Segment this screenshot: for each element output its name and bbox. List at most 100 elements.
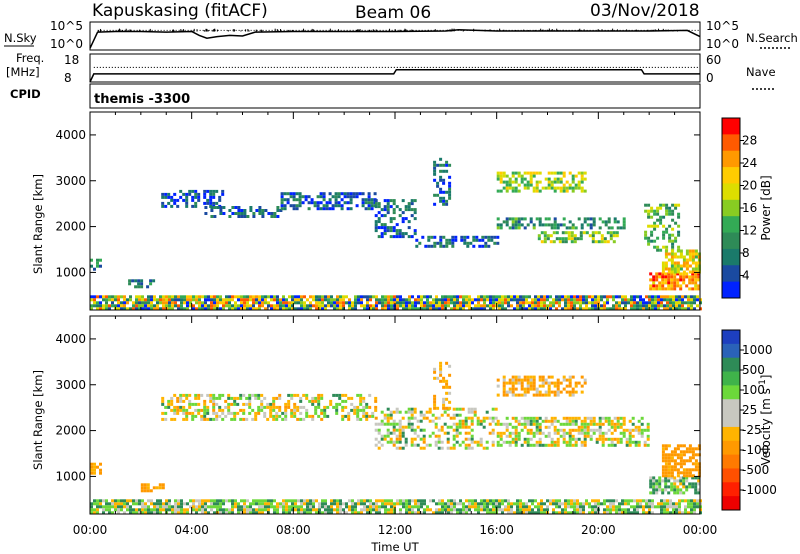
data-cell <box>610 237 613 240</box>
data-cell <box>421 236 424 239</box>
data-cell <box>695 262 698 265</box>
data-cell <box>689 271 692 274</box>
data-cell <box>186 298 189 301</box>
data-cell <box>245 403 248 406</box>
data-cell <box>624 304 627 307</box>
data-cell <box>659 204 662 207</box>
data-cell <box>500 223 503 226</box>
data-cell <box>176 205 179 208</box>
data-cell <box>689 447 692 450</box>
data-cell <box>610 231 613 234</box>
data-cell <box>578 172 581 175</box>
data-cell <box>689 259 692 262</box>
data-cell <box>441 447 444 450</box>
data-cell <box>695 453 698 456</box>
data-cell <box>287 192 290 195</box>
data-cell <box>683 462 686 465</box>
data-cell <box>363 295 366 298</box>
data-cell <box>179 400 182 403</box>
data-cell <box>616 231 619 234</box>
data-cell <box>237 212 240 215</box>
data-cell <box>560 181 563 184</box>
data-cell <box>363 508 366 511</box>
data-cell <box>606 505 609 508</box>
data-cell <box>186 295 189 298</box>
data-cell <box>96 259 99 262</box>
data-cell <box>498 505 501 508</box>
data-cell <box>360 304 363 307</box>
data-cell <box>405 499 408 502</box>
data-cell <box>536 388 539 391</box>
data-cell <box>439 365 442 368</box>
data-cell <box>489 298 492 301</box>
data-cell <box>613 240 616 243</box>
data-cell <box>680 465 683 468</box>
data-cell <box>668 234 671 237</box>
data-cell <box>512 385 515 388</box>
data-cell <box>356 204 359 207</box>
data-cell <box>399 502 402 505</box>
data-cell <box>420 301 423 304</box>
data-cell <box>638 426 641 429</box>
data-cell <box>323 204 326 207</box>
data-cell <box>170 196 173 199</box>
data-cell <box>108 304 111 307</box>
data-cell <box>213 502 216 505</box>
data-cell <box>519 304 522 307</box>
data-cell <box>258 499 261 502</box>
data-cell <box>432 414 435 417</box>
data-cell <box>284 415 287 418</box>
data-cell <box>569 226 572 229</box>
data-cell <box>276 304 279 307</box>
data-cell <box>303 304 306 307</box>
data-cell <box>252 502 255 505</box>
data-cell <box>582 505 585 508</box>
data-cell <box>573 301 576 304</box>
data-cell <box>399 499 402 502</box>
data-cell <box>462 304 465 307</box>
data-cell <box>423 417 426 420</box>
data-cell <box>164 412 167 415</box>
data-cell <box>209 397 212 400</box>
data-cell <box>197 397 200 400</box>
data-cell <box>584 172 587 175</box>
data-cell <box>212 394 215 397</box>
data-cell <box>182 409 185 412</box>
data-cell <box>305 198 308 201</box>
data-cell <box>453 438 456 441</box>
data-cell <box>668 456 671 459</box>
data-cell <box>201 301 204 304</box>
data-cell <box>492 429 495 432</box>
data-cell <box>581 444 584 447</box>
data-cell <box>497 441 500 444</box>
data-cell <box>303 295 306 298</box>
data-cell <box>439 200 442 203</box>
data-cell <box>656 225 659 228</box>
data-cell <box>441 301 444 304</box>
data-cell <box>442 164 445 167</box>
data-cell <box>468 438 471 441</box>
data-cell <box>305 394 308 397</box>
data-cell <box>179 409 182 412</box>
colorbar-swatch <box>722 372 740 386</box>
data-cell <box>533 423 536 426</box>
data-cell <box>294 499 297 502</box>
data-cell <box>212 400 215 403</box>
data-cell <box>633 295 636 298</box>
data-cell <box>539 391 542 394</box>
data-cell <box>384 502 387 505</box>
data-cell <box>137 282 140 285</box>
data-cell <box>243 212 246 215</box>
data-cell <box>324 505 327 508</box>
data-cell <box>324 502 327 505</box>
data-cell <box>465 438 468 441</box>
data-cell <box>442 170 445 173</box>
data-cell <box>659 216 662 219</box>
data-cell <box>509 181 512 184</box>
data-cell <box>150 301 153 304</box>
data-cell <box>200 418 203 421</box>
data-cell <box>537 304 540 307</box>
data-cell <box>550 240 553 243</box>
data-cell <box>597 295 600 298</box>
data-cell <box>661 278 664 281</box>
